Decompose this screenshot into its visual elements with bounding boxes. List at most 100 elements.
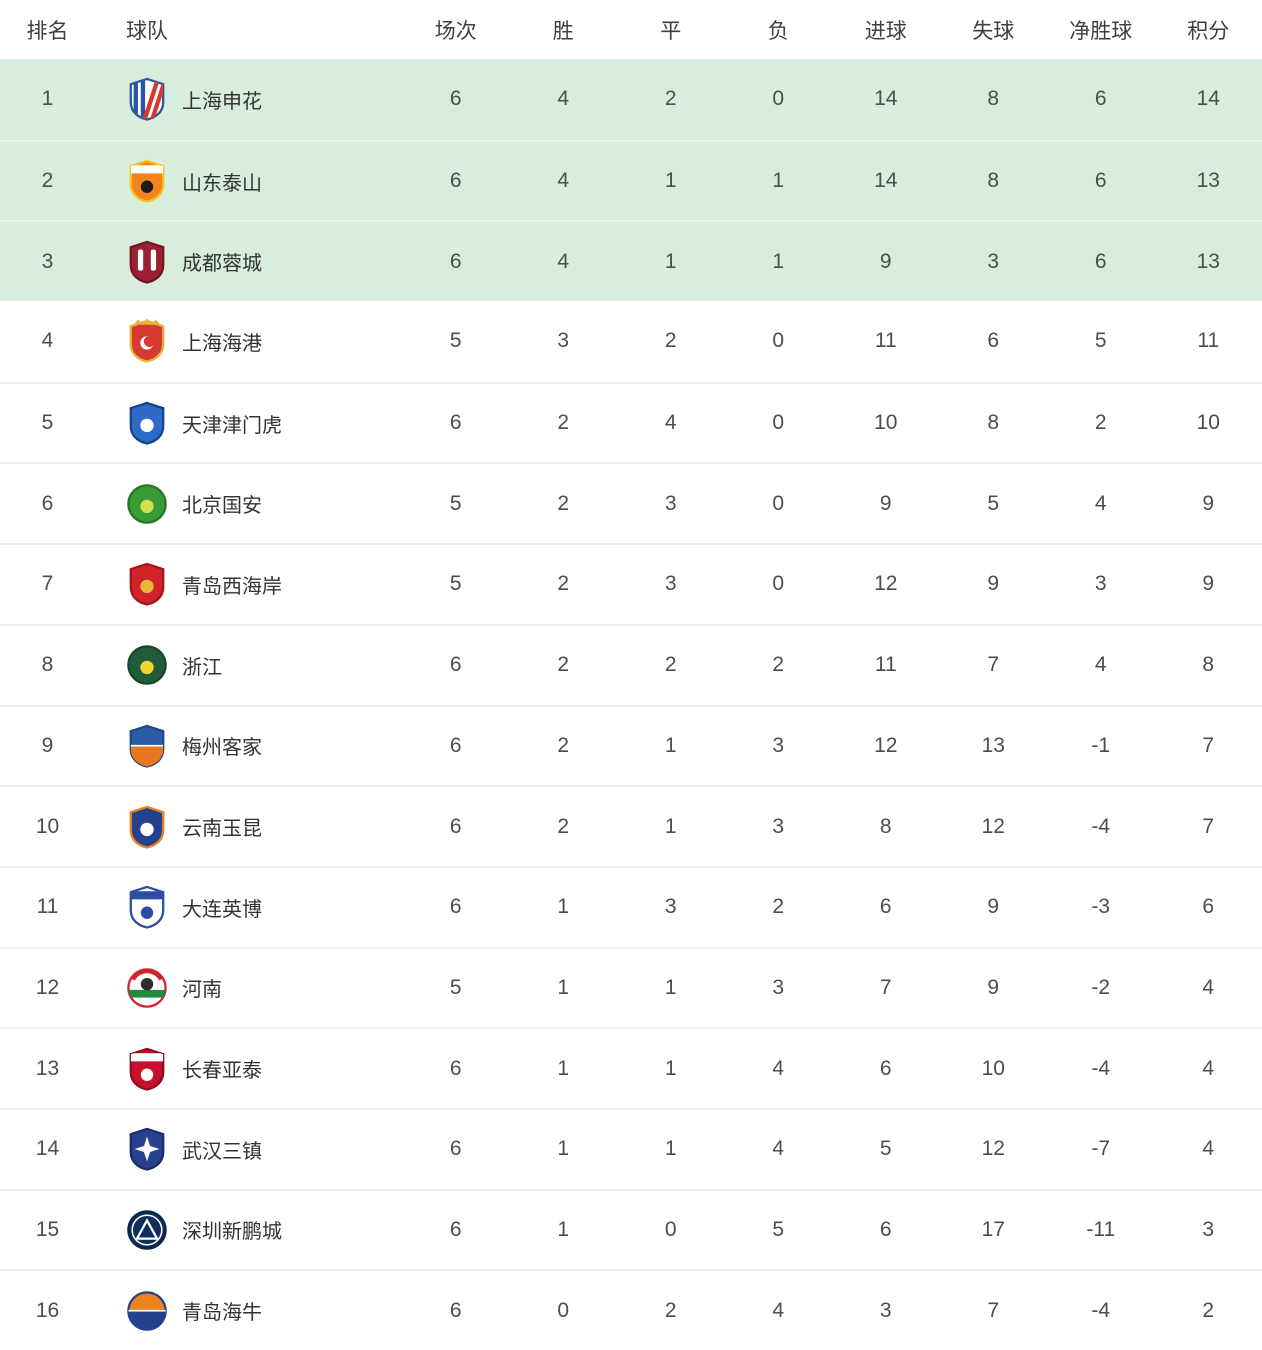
drawn-cell: 1 (664, 814, 677, 838)
goal_diff-cell: 2 (1094, 411, 1107, 435)
drawn-cell: 2 (664, 1298, 677, 1322)
goals_against-cell: 10 (981, 1056, 1005, 1080)
table-row[interactable]: 11 大连英博 6 1 3 2 6 9 -3 6 (0, 865, 1262, 947)
points-cell: 4 (1202, 975, 1215, 999)
team-cell[interactable]: 梅州客家 (95, 723, 402, 769)
points-cell: 3 (1202, 1217, 1215, 1241)
played-cell: 6 (449, 1217, 462, 1241)
played-cell: 5 (449, 572, 462, 596)
shandong-taishan-crest-icon (126, 158, 168, 204)
team-name: 大连英博 (182, 898, 262, 921)
column-header-goals_against: 失球 (972, 19, 1015, 43)
goals_for-cell: 6 (879, 1217, 892, 1241)
goal_diff-cell: -3 (1091, 895, 1111, 919)
team-cell[interactable]: 青岛海牛 (95, 1288, 402, 1334)
team-cell[interactable]: 山东泰山 (95, 158, 402, 204)
column-header-drawn: 平 (660, 19, 682, 43)
team-cell[interactable]: 武汉三镇 (95, 1126, 402, 1172)
team-name: 浙江 (182, 656, 222, 679)
team-cell[interactable]: 大连英博 (95, 884, 402, 930)
table-row[interactable]: 12 河南 5 1 1 3 7 9 -2 4 (0, 946, 1262, 1028)
table-row[interactable]: 7 青岛西海岸 5 2 3 0 12 9 3 9 (0, 543, 1262, 624)
qingdao-west-coast-crest-icon (126, 561, 168, 607)
table-row[interactable]: 10 云南玉昆 6 2 1 3 8 12 -4 7 (0, 785, 1262, 866)
table-row[interactable]: 16 青岛海牛 6 0 2 4 3 7 -4 2 (0, 1269, 1262, 1350)
changchun-yatai-crest-icon (126, 1046, 168, 1092)
team-cell[interactable]: 上海申花 (95, 76, 402, 122)
rank-cell: 16 (35, 1298, 60, 1322)
column-header-goal_diff: 净胜球 (1069, 19, 1133, 43)
team-cell[interactable]: 云南玉昆 (95, 804, 402, 850)
goals_against-cell: 12 (981, 814, 1005, 838)
table-row[interactable]: 13 长春亚泰 6 1 1 4 6 10 -4 4 (0, 1027, 1262, 1108)
team-cell[interactable]: 天津津门虎 (95, 400, 402, 446)
goal_diff-cell: 6 (1094, 249, 1107, 273)
goal_diff-cell: -2 (1091, 975, 1111, 999)
won-cell: 2 (557, 411, 570, 435)
rank-cell: 6 (41, 491, 54, 515)
won-cell: 3 (557, 329, 570, 353)
goal_diff-cell: 4 (1094, 653, 1107, 677)
points-cell: 7 (1202, 814, 1215, 838)
goal_diff-cell: 3 (1094, 572, 1107, 596)
zhejiang-crest-icon (126, 642, 168, 688)
lost-cell: 3 (772, 975, 785, 999)
won-cell: 0 (557, 1298, 570, 1322)
table-row[interactable]: 14 武汉三镇 6 1 1 4 5 12 -7 4 (0, 1107, 1262, 1189)
played-cell: 6 (449, 87, 462, 111)
yunnan-yukun-crest-icon (126, 804, 168, 850)
table-row[interactable]: 6 北京国安 5 2 3 0 9 5 4 9 (0, 462, 1262, 544)
table-row[interactable]: 1 上海申花 6 4 2 0 14 8 6 14 (0, 59, 1262, 140)
shanghai-port-crest-icon (126, 318, 168, 364)
goals_for-cell: 9 (879, 249, 892, 273)
goals_for-cell: 11 (874, 329, 897, 353)
goal_diff-cell: 6 (1094, 169, 1107, 193)
team-cell[interactable]: 青岛西海岸 (95, 561, 402, 607)
goals_against-cell: 3 (987, 249, 1000, 273)
team-cell[interactable]: 浙江 (95, 642, 402, 688)
lost-cell: 0 (772, 329, 785, 353)
table-row[interactable]: 3 成都蓉城 6 4 1 1 9 3 6 13 (0, 220, 1262, 302)
rank-cell: 10 (35, 814, 60, 838)
team-cell[interactable]: 长春亚泰 (95, 1046, 402, 1092)
team-name: 河南 (182, 979, 222, 1002)
team-cell[interactable]: 上海海港 (95, 318, 402, 364)
goal_diff-cell: -1 (1091, 733, 1111, 757)
won-cell: 4 (557, 169, 570, 193)
lost-cell: 0 (772, 572, 785, 596)
rank-cell: 13 (35, 1056, 60, 1080)
won-cell: 4 (557, 87, 570, 111)
goal_diff-cell: -4 (1091, 1056, 1111, 1080)
team-cell[interactable]: 河南 (95, 965, 402, 1011)
table-row[interactable]: 9 梅州客家 6 2 1 3 12 13 -1 7 (0, 704, 1262, 786)
played-cell: 5 (449, 329, 462, 353)
lost-cell: 0 (772, 491, 785, 515)
drawn-cell: 1 (664, 975, 677, 999)
played-cell: 6 (449, 411, 462, 435)
rank-cell: 5 (41, 411, 54, 435)
table-row[interactable]: 4 上海海港 5 3 2 0 11 6 5 11 (0, 301, 1262, 382)
table-row[interactable]: 8 浙江 6 2 2 2 11 7 4 8 (0, 623, 1262, 705)
drawn-cell: 2 (664, 329, 677, 353)
team-cell[interactable]: 深圳新鹏城 (95, 1207, 402, 1253)
team-cell[interactable]: 北京国安 (95, 481, 402, 527)
drawn-cell: 1 (664, 169, 677, 193)
table-row[interactable]: 5 天津津门虎 6 2 4 0 10 8 2 10 (0, 381, 1262, 463)
won-cell: 1 (557, 1217, 570, 1241)
points-cell: 8 (1202, 653, 1215, 677)
table-row[interactable]: 2 山东泰山 6 4 1 1 14 8 6 13 (0, 139, 1262, 221)
won-cell: 2 (557, 572, 570, 596)
tianjin-jinmen-tiger-crest-icon (126, 400, 168, 446)
goal_diff-cell: -7 (1091, 1137, 1111, 1161)
team-cell[interactable]: 成都蓉城 (95, 239, 402, 285)
points-cell: 4 (1202, 1056, 1215, 1080)
played-cell: 6 (449, 733, 462, 757)
goals_for-cell: 6 (879, 895, 892, 919)
points-cell: 6 (1202, 895, 1215, 919)
team-name: 青岛海牛 (182, 1302, 262, 1325)
goals_against-cell: 6 (987, 329, 1000, 353)
goals_against-cell: 8 (987, 411, 1000, 435)
table-row[interactable]: 15 深圳新鹏城 6 1 0 5 6 17 -11 3 (0, 1188, 1262, 1270)
team-name: 梅州客家 (182, 737, 262, 760)
lost-cell: 2 (772, 653, 785, 677)
